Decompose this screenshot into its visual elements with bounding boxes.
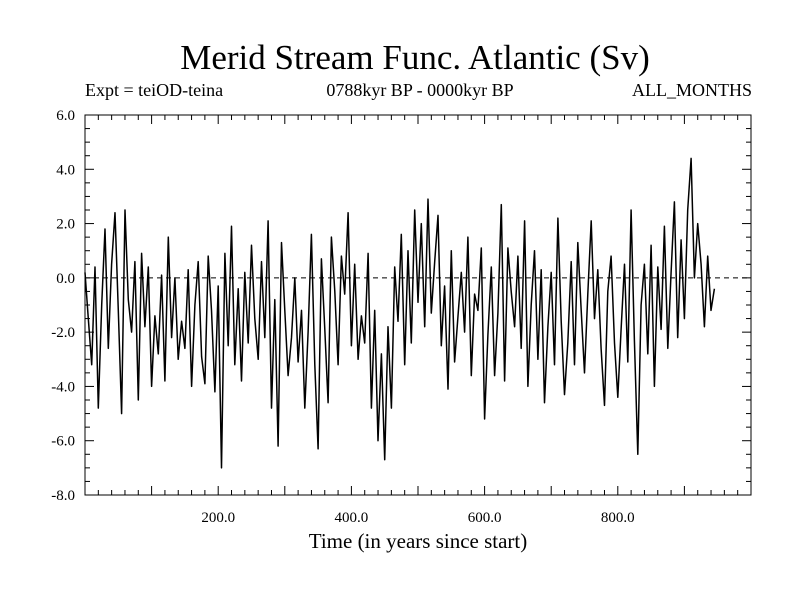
y-tick-label: 0.0 <box>56 271 75 287</box>
y-tick-label: -8.0 <box>51 488 75 504</box>
y-tick-label: 4.0 <box>56 162 75 178</box>
y-tick-label: 6.0 <box>56 108 75 124</box>
x-axis-label: Time (in years since start) <box>309 529 528 553</box>
axis-tick-labels: 200.0 400.0 600.0 800.0 6.0 4.0 2.0 0.0 -2.0 -4.0… <box>51 108 634 526</box>
y-tick-label: -6.0 <box>51 434 75 450</box>
experiment-label: Expt = teiOD-teina <box>85 80 224 100</box>
x-tick-label: 600.0 <box>468 510 502 526</box>
series-line <box>84 157 716 469</box>
y-tick-label: -2.0 <box>51 325 75 341</box>
axis-ticks <box>85 115 751 495</box>
y-tick-label: -4.0 <box>51 379 75 395</box>
y-tick-label: 2.0 <box>56 217 75 233</box>
x-tick-label: 200.0 <box>201 510 235 526</box>
x-tick-label: 400.0 <box>335 510 369 526</box>
plot-area <box>84 114 752 496</box>
months-label: ALL_MONTHS <box>632 80 752 100</box>
chart-title: Merid Stream Func. Atlantic (Sv) <box>180 38 650 77</box>
time-range-label: 0788kyr BP - 0000kyr BP <box>326 80 514 100</box>
x-tick-label: 800.0 <box>601 510 635 526</box>
